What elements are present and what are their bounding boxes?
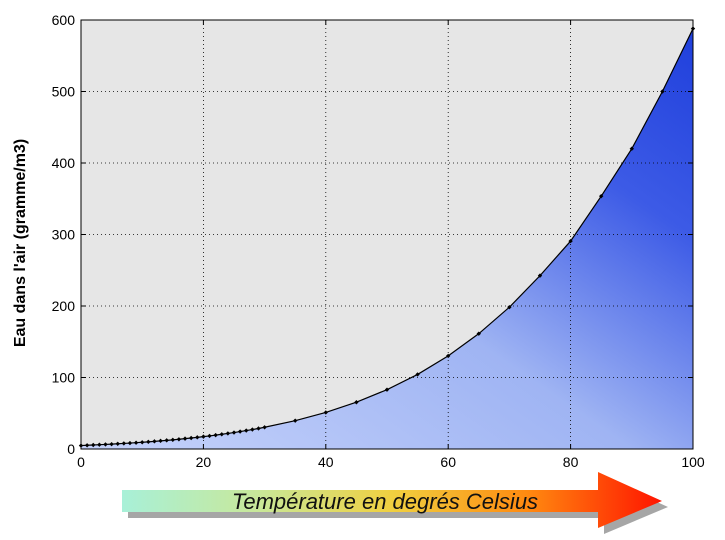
data-point xyxy=(201,434,206,439)
data-point xyxy=(133,440,139,445)
data-point xyxy=(109,441,114,447)
x-tick-label: 80 xyxy=(563,454,579,470)
data-point xyxy=(262,425,267,430)
y-tick-label: 600 xyxy=(52,12,76,28)
data-point xyxy=(195,435,200,440)
data-point xyxy=(84,443,90,448)
data-point xyxy=(127,440,133,446)
data-point xyxy=(121,441,127,446)
data-point xyxy=(231,430,237,435)
data-point xyxy=(244,428,249,433)
data-point xyxy=(599,193,604,199)
x-axis-label: Température en degrés Celsius xyxy=(232,489,538,514)
data-point xyxy=(568,238,573,244)
x-tick-label: 0 xyxy=(77,454,85,470)
data-point xyxy=(164,438,169,443)
data-point xyxy=(537,273,543,278)
data-point xyxy=(256,426,261,431)
data-point xyxy=(97,442,102,447)
x-tick-label: 60 xyxy=(440,454,456,470)
data-point xyxy=(140,440,145,445)
y-tick-label: 200 xyxy=(52,298,76,314)
data-point xyxy=(207,433,212,439)
data-point xyxy=(115,441,120,446)
data-point xyxy=(660,89,665,94)
data-point xyxy=(225,431,231,436)
data-points xyxy=(78,26,696,448)
data-point xyxy=(146,439,151,445)
data-point xyxy=(176,437,182,442)
y-tick-label: 300 xyxy=(52,227,76,243)
data-point xyxy=(188,435,194,441)
y-tick-label: 500 xyxy=(52,84,76,100)
data-point xyxy=(103,442,108,447)
data-point xyxy=(415,372,420,377)
x-tick-label: 20 xyxy=(196,454,212,470)
data-point xyxy=(293,418,298,423)
data-point xyxy=(158,438,163,444)
y-tick-label: 400 xyxy=(52,155,76,171)
data-point xyxy=(446,353,451,359)
data-point xyxy=(323,410,328,415)
data-point xyxy=(384,387,390,392)
data-point xyxy=(237,429,243,434)
y-tick-label: 100 xyxy=(52,370,76,386)
y-tick-label: 0 xyxy=(67,441,75,457)
data-point xyxy=(182,436,188,441)
data-point xyxy=(250,427,255,432)
area-fill xyxy=(81,28,693,450)
y-axis-label: Eau dans l'air (gramme/m3) xyxy=(12,139,29,347)
data-point xyxy=(354,400,359,405)
data-point xyxy=(219,432,224,437)
axis-ticks xyxy=(80,19,694,450)
data-point xyxy=(629,146,634,151)
x-axis-arrow xyxy=(122,472,668,534)
data-point xyxy=(213,432,218,438)
data-point xyxy=(476,331,481,336)
data-point xyxy=(152,439,157,444)
x-tick-label: 40 xyxy=(318,454,334,470)
data-point xyxy=(91,442,96,448)
data-point xyxy=(507,304,512,310)
data-point xyxy=(170,437,175,443)
x-tick-label: 100 xyxy=(681,454,705,470)
tick-labels: 0 20 40 60 80 100 0 100 200 300 400 500 600 xyxy=(52,12,705,470)
